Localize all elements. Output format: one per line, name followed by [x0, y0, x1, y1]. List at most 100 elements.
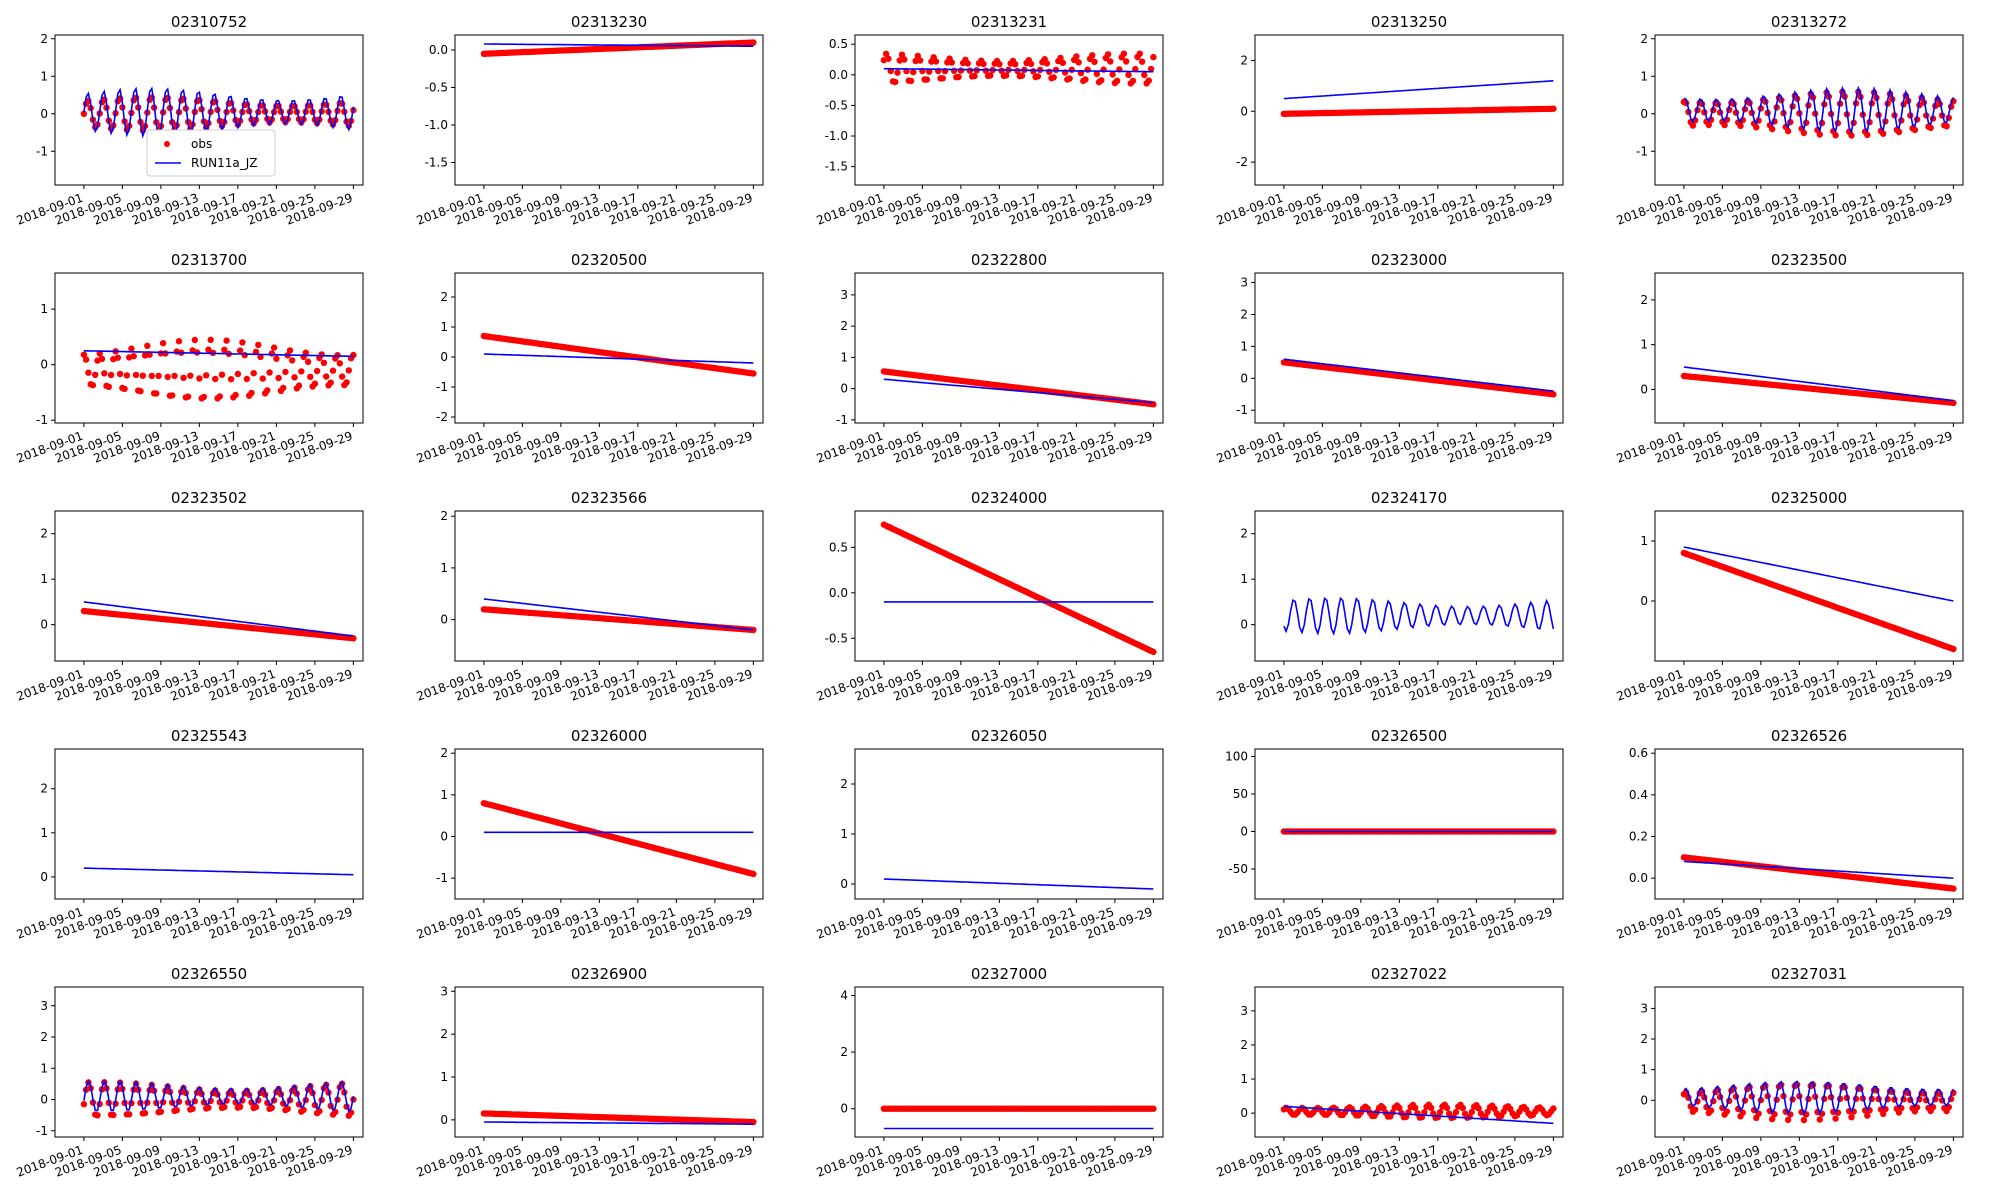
subplot-02323000: 02323000-101232018-09-012018-09-052018-0… [1215, 251, 1564, 466]
obs-point [270, 344, 278, 351]
obs-point [123, 372, 131, 379]
y-tick-label: 2 [840, 777, 848, 791]
obs-series [480, 39, 757, 57]
subplot-02313272: 02313272-10122018-09-012018-09-052018-09… [1615, 13, 1964, 228]
obs-point [750, 370, 757, 377]
model-series-line [483, 1121, 754, 1125]
obs-point [221, 1103, 228, 1111]
plot-frame [54, 34, 364, 186]
subplot-02326900: 0232690001232018-09-012018-09-052018-09-… [415, 965, 764, 1180]
model-series-line [883, 878, 1154, 890]
obs-point [243, 375, 251, 383]
model-series-line [1683, 1080, 1955, 1117]
obs-point [338, 373, 346, 380]
plot-frame [454, 986, 764, 1138]
obs-point [1721, 121, 1728, 129]
subplot-title: 02326000 [571, 727, 647, 745]
obs-point [910, 68, 917, 76]
obs-point [1098, 77, 1105, 84]
y-tick-label: 0.0 [829, 586, 848, 600]
subplot-02310752: 02310752-10122018-09-012018-09-052018-09… [15, 13, 364, 228]
subplot-02326550: 02326550-101232018-09-012018-09-052018-0… [15, 965, 364, 1180]
obs-point [1075, 59, 1082, 66]
obs-point [750, 39, 757, 46]
obs-point [1082, 76, 1089, 83]
obs-point [316, 1107, 323, 1115]
y-tick-label: -0.5 [425, 81, 448, 95]
obs-point [173, 1107, 180, 1114]
obs-point [1093, 70, 1101, 78]
y-tick-label: 0.6 [1629, 746, 1648, 760]
obs-point [162, 350, 169, 357]
subplot-02325543: 023255430122018-09-012018-09-052018-09-0… [15, 727, 364, 942]
subplot-02326000: 02326000-10122018-09-012018-09-052018-09… [415, 727, 764, 942]
obs-point [1107, 58, 1114, 65]
obs-point [1950, 399, 1957, 407]
y-tick-label: 0 [440, 830, 448, 844]
obs-point [1769, 125, 1776, 133]
y-tick-label: 0 [440, 350, 448, 364]
obs-point [153, 390, 160, 397]
obs-point [894, 69, 901, 76]
obs-point [1073, 53, 1080, 60]
y-tick-label: 3 [840, 288, 848, 302]
obs-point [750, 870, 757, 878]
y-tick-label: -1 [436, 380, 448, 394]
obs-point [1421, 1109, 1428, 1116]
y-tick-label: 2 [1640, 1032, 1648, 1046]
y-tick-label: -2 [1236, 155, 1248, 169]
plot-frame [54, 748, 364, 900]
obs-point [189, 1105, 196, 1113]
obs-point [1396, 1104, 1403, 1112]
obs-point [1091, 58, 1098, 65]
obs-point [932, 58, 940, 65]
obs-series [880, 1105, 1157, 1112]
obs-point [259, 375, 266, 382]
obs-point [205, 1104, 212, 1111]
subplot-title: 02327031 [1771, 965, 1847, 983]
y-tick-label: 1 [40, 826, 48, 840]
obs-point [89, 382, 97, 389]
model-series-line [483, 598, 754, 631]
plot-frame [854, 986, 1164, 1138]
y-tick-label: 2 [40, 32, 48, 46]
obs-point [291, 374, 298, 381]
obs-point [1452, 1108, 1460, 1116]
obs-point [1066, 75, 1073, 82]
y-tick-label: 1 [1240, 572, 1248, 586]
y-tick-label: 3 [1640, 1001, 1648, 1015]
obs-point [957, 67, 965, 74]
obs-point [1475, 1105, 1482, 1112]
obs-point [223, 337, 230, 344]
y-tick-label: 2 [40, 1030, 48, 1044]
y-tick-label: -0.5 [825, 631, 848, 645]
obs-point [1816, 1116, 1824, 1123]
subplot-02313700: 02313700-1012018-09-012018-09-052018-09-… [15, 251, 364, 466]
obs-point [218, 371, 226, 378]
obs-point [950, 67, 958, 75]
obs-point [132, 371, 140, 379]
obs-point [105, 383, 113, 390]
subplot-title: 02313250 [1371, 13, 1447, 31]
obs-point [916, 57, 924, 64]
obs-point [184, 393, 192, 400]
obs-point [1943, 123, 1950, 130]
y-tick-label: 1 [40, 572, 48, 586]
y-tick-label: 0 [40, 358, 48, 372]
obs-point [1043, 60, 1051, 67]
y-tick-label: 0.5 [829, 540, 848, 554]
obs-point [286, 347, 294, 354]
legend-box [146, 129, 276, 177]
subplot-02326050: 023260500122018-09-012018-09-052018-09-0… [815, 727, 1164, 942]
obs-point [939, 75, 946, 82]
plot-frame [54, 272, 364, 424]
plot-frame [854, 510, 1164, 662]
y-tick-label: 1 [40, 302, 48, 316]
obs-point [1068, 66, 1076, 74]
subplot-title: 02327022 [1371, 965, 1447, 983]
y-tick-label: 1 [440, 1070, 448, 1084]
plot-frame [1254, 34, 1564, 186]
model-series-line [1683, 366, 1954, 402]
obs-point [948, 59, 955, 66]
obs-point [1692, 1106, 1699, 1113]
